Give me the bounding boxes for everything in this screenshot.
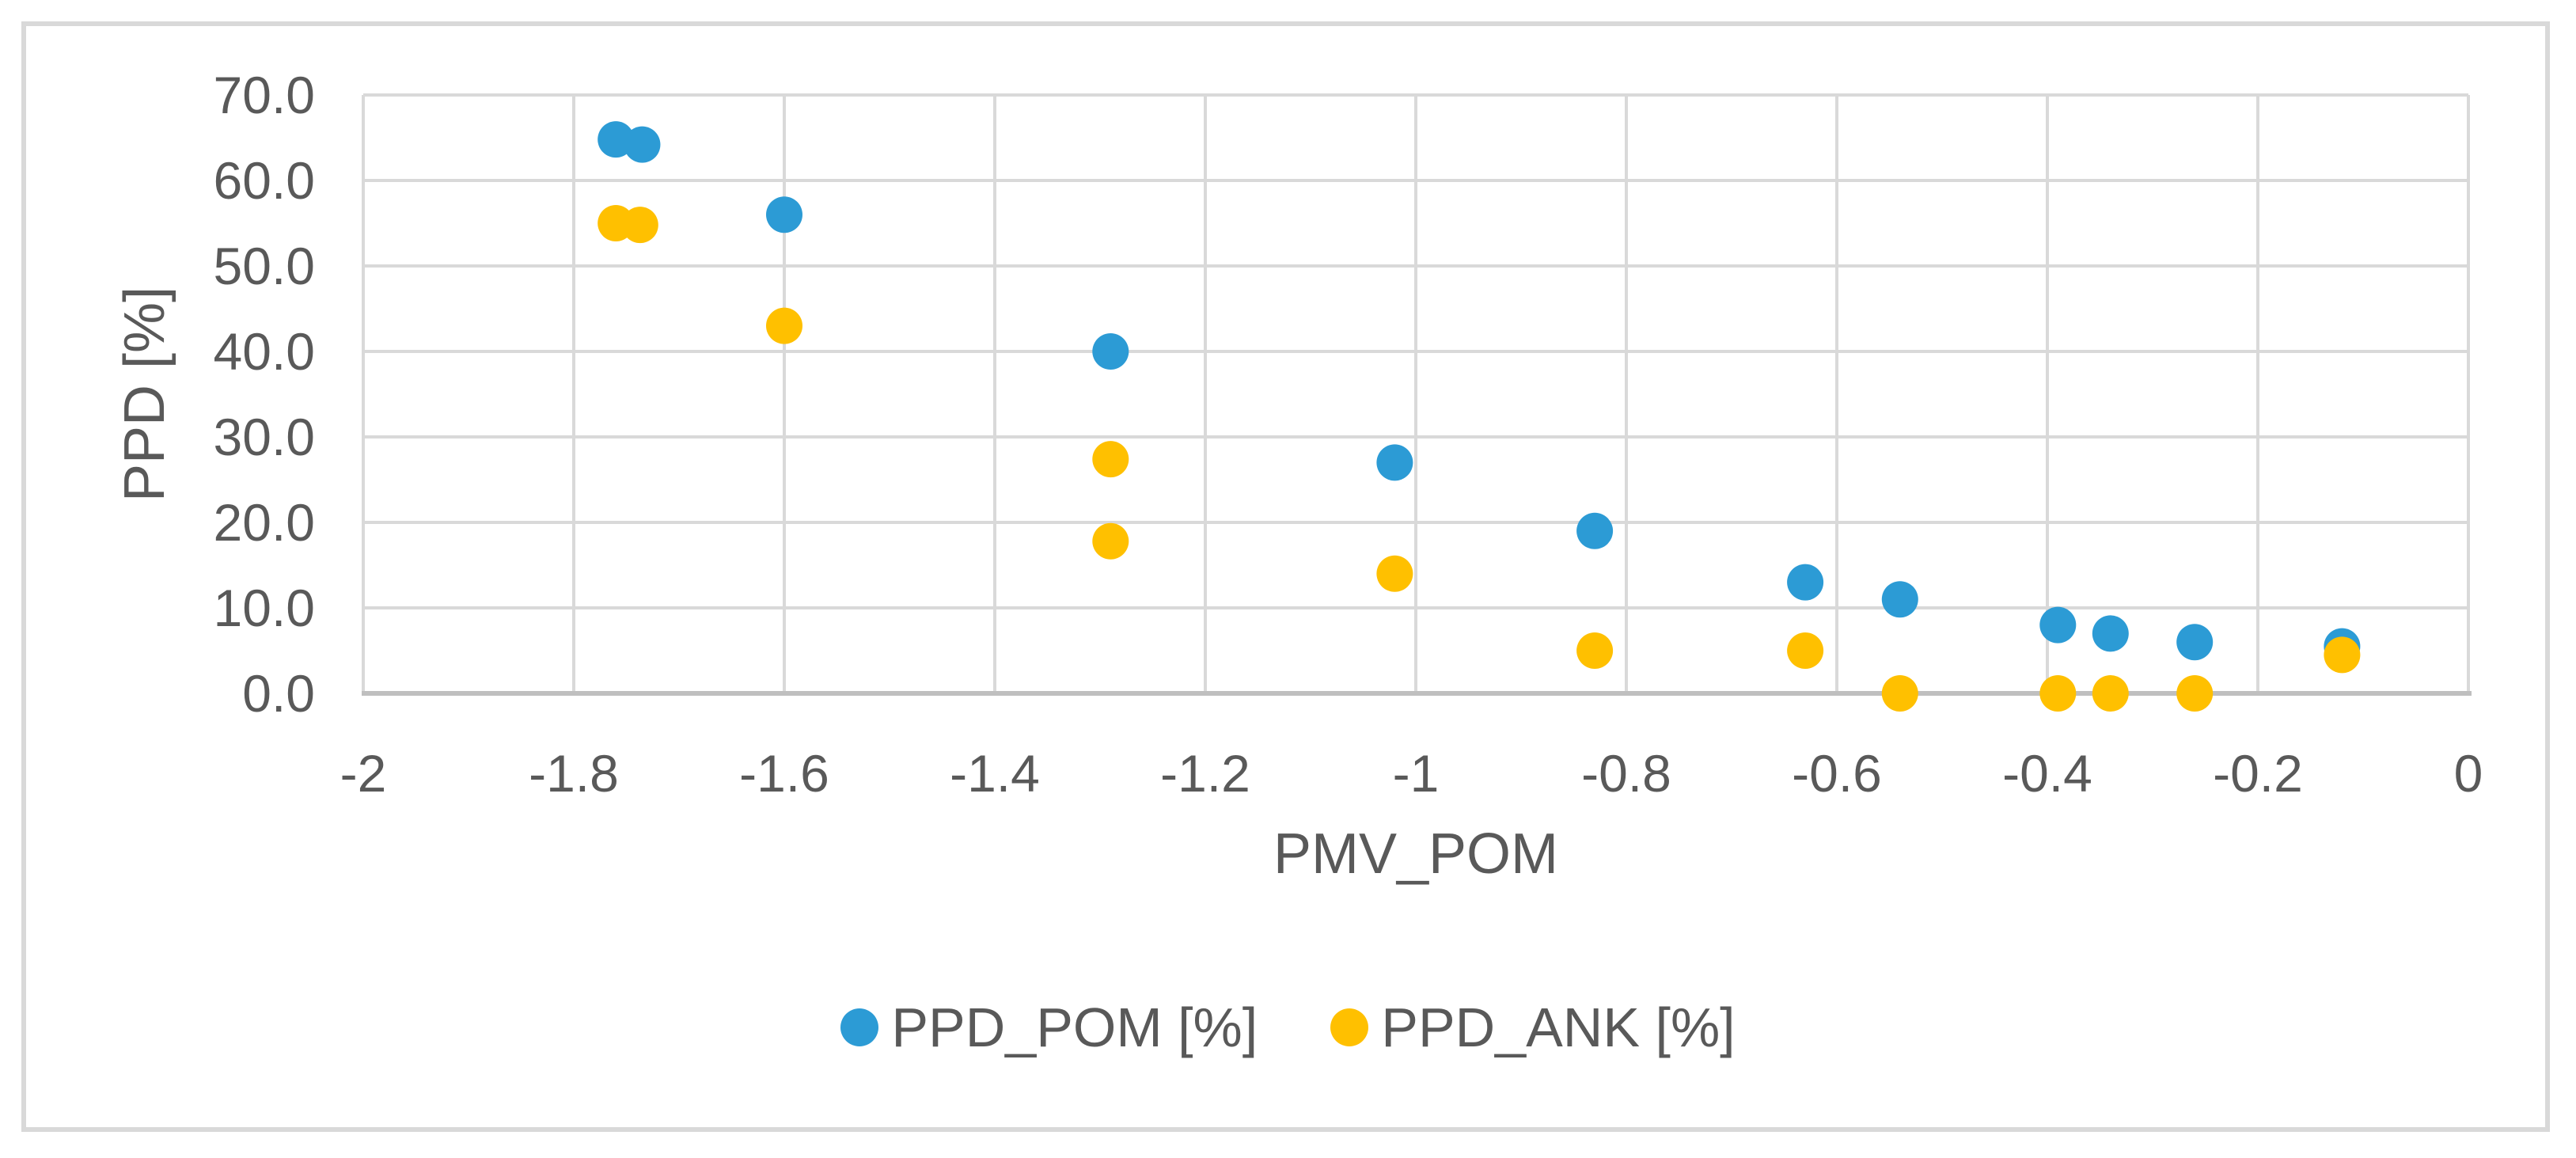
- svg-text:-0.2: -0.2: [2213, 744, 2303, 803]
- legend-item-ppd-pom: PPD_POM [%]: [840, 996, 1258, 1059]
- svg-text:-2: -2: [340, 744, 387, 803]
- svg-text:-1.2: -1.2: [1160, 744, 1250, 803]
- legend-marker-circle-icon: [1330, 1008, 1369, 1046]
- legend-label-ppd-pom: PPD_POM [%]: [891, 997, 1258, 1058]
- svg-text:-1.4: -1.4: [950, 744, 1040, 803]
- svg-text:10.0: 10.0: [214, 579, 315, 637]
- svg-text:-1.8: -1.8: [529, 744, 619, 803]
- svg-text:70.0: 70.0: [214, 66, 315, 124]
- svg-text:-1.6: -1.6: [739, 744, 829, 803]
- legend: PPD_POM [%] PPD_ANK [%]: [0, 996, 2576, 1059]
- svg-text:-0.8: -0.8: [1581, 744, 1671, 803]
- chart-outer-border: [21, 21, 2550, 1132]
- svg-text:-1: -1: [1393, 744, 1440, 803]
- svg-text:-0.4: -0.4: [2002, 744, 2092, 803]
- legend-marker-circle-icon: [840, 1008, 879, 1046]
- svg-text:30.0: 30.0: [214, 408, 315, 466]
- svg-text:20.0: 20.0: [214, 493, 315, 552]
- y-axis-title: PPD [%]: [113, 286, 176, 503]
- legend-label-ppd-ank: PPD_ANK [%]: [1381, 997, 1736, 1058]
- svg-text:50.0: 50.0: [214, 237, 315, 295]
- svg-text:0.0: 0.0: [242, 664, 315, 723]
- svg-text:-0.6: -0.6: [1792, 744, 1882, 803]
- x-axis-title: PMV_POM: [1273, 822, 1559, 886]
- svg-text:60.0: 60.0: [214, 151, 315, 210]
- svg-text:0: 0: [2454, 744, 2483, 803]
- legend-item-ppd-ank: PPD_ANK [%]: [1330, 996, 1736, 1059]
- svg-text:40.0: 40.0: [214, 322, 315, 381]
